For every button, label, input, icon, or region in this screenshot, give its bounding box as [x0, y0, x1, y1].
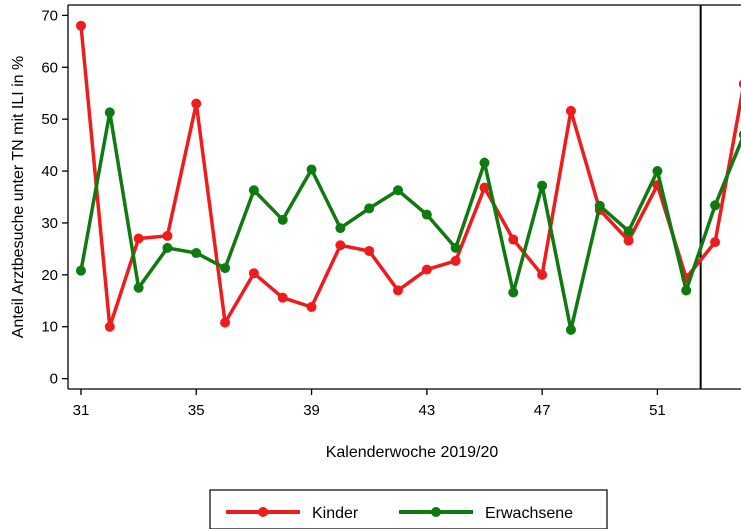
x-tick-label: 43 — [418, 402, 435, 419]
data-point-erwachsene — [277, 214, 288, 225]
y-tick-label: 10 — [41, 319, 58, 336]
data-point-erwachsene — [335, 223, 346, 234]
data-point-kinder — [479, 182, 490, 193]
data-point-erwachsene — [104, 107, 115, 118]
data-point-kinder — [248, 268, 259, 279]
x-axis-title: Kalenderwoche 2019/20 — [326, 444, 499, 461]
data-point-erwachsene — [738, 130, 741, 139]
data-point-kinder — [104, 321, 115, 332]
legend-marker-kinder — [258, 507, 268, 517]
data-point-erwachsene — [479, 157, 490, 168]
y-tick-label: 20 — [41, 267, 58, 284]
data-point-kinder — [393, 285, 404, 296]
x-tick-label: 39 — [303, 402, 320, 419]
data-point-erwachsene — [594, 200, 605, 211]
legend-label-erwachsene: Erwachsene — [485, 505, 573, 522]
y-axis-title: Anteil Arztbesuche unter TN mit ILI in % — [10, 56, 27, 339]
data-point-erwachsene — [191, 248, 202, 259]
data-point-kinder — [364, 245, 375, 256]
data-point-kinder — [191, 98, 202, 109]
data-point-erwachsene — [508, 287, 519, 298]
y-tick-label: 60 — [41, 59, 58, 76]
x-tick-label: 35 — [188, 402, 205, 419]
data-point-kinder — [162, 230, 173, 241]
y-tick-label: 30 — [41, 215, 58, 232]
data-point-erwachsene — [450, 242, 461, 253]
data-point-erwachsene — [652, 166, 663, 177]
x-tick-label: 47 — [534, 402, 551, 419]
data-point-kinder — [565, 105, 576, 116]
data-point-kinder — [75, 20, 86, 31]
data-point-erwachsene — [306, 164, 317, 175]
series-line-erwachsene — [79, 112, 741, 331]
data-point-kinder — [133, 233, 144, 244]
x-tick-label: 31 — [73, 402, 90, 419]
legend: Kinder Erwachsene — [209, 489, 608, 529]
data-point-erwachsene — [681, 285, 692, 296]
data-point-erwachsene — [421, 209, 432, 220]
data-point-erwachsene — [623, 226, 634, 237]
y-tick-label: 70 — [41, 7, 58, 24]
data-point-kinder — [738, 79, 741, 88]
data-point-erwachsene — [162, 242, 173, 253]
data-point-erwachsene — [364, 203, 375, 214]
data-point-kinder — [421, 264, 432, 275]
legend-label-kinder: Kinder — [312, 505, 359, 522]
data-point-kinder — [277, 292, 288, 303]
y-tick-label: 50 — [41, 111, 58, 128]
data-point-kinder — [710, 237, 721, 248]
data-point-erwachsene — [710, 200, 721, 211]
legend-marker-erwachsene — [431, 507, 441, 517]
y-tick-label: 0 — [50, 371, 58, 388]
data-point-erwachsene — [220, 263, 231, 274]
data-point-erwachsene — [75, 265, 86, 276]
data-point-kinder — [450, 255, 461, 266]
data-point-erwachsene — [393, 185, 404, 196]
y-tick-label: 40 — [41, 163, 58, 180]
data-point-kinder — [335, 240, 346, 251]
legend-box — [209, 489, 608, 529]
data-point-kinder — [508, 234, 519, 245]
data-point-erwachsene — [133, 282, 144, 293]
data-point-erwachsene — [537, 180, 548, 191]
data-point-kinder — [220, 317, 231, 328]
x-tick-label: 51 — [649, 402, 666, 419]
data-point-kinder — [623, 235, 634, 246]
series-line-kinder — [79, 25, 741, 328]
data-point-kinder — [537, 269, 548, 280]
data-point-erwachsene — [248, 185, 259, 196]
data-point-erwachsene — [565, 324, 576, 335]
data-point-kinder — [306, 302, 317, 313]
